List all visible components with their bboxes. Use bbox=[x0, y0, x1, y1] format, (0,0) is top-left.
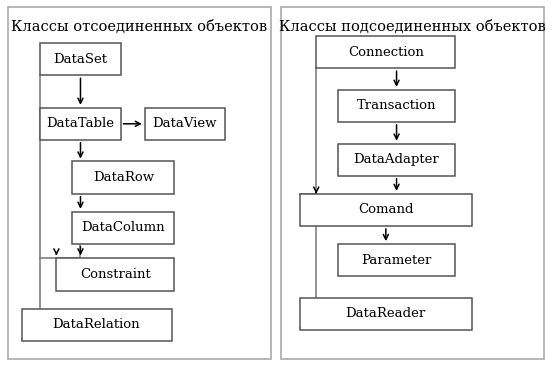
Text: Constraint: Constraint bbox=[80, 268, 151, 281]
FancyBboxPatch shape bbox=[72, 161, 174, 194]
Text: DataView: DataView bbox=[153, 117, 217, 130]
Text: DataRelation: DataRelation bbox=[53, 318, 140, 331]
Text: Comand: Comand bbox=[358, 203, 413, 216]
FancyBboxPatch shape bbox=[40, 43, 121, 75]
FancyBboxPatch shape bbox=[338, 90, 455, 122]
FancyBboxPatch shape bbox=[300, 194, 471, 226]
FancyBboxPatch shape bbox=[56, 258, 174, 291]
FancyBboxPatch shape bbox=[282, 7, 544, 359]
Text: DataSet: DataSet bbox=[54, 53, 108, 66]
FancyBboxPatch shape bbox=[145, 108, 225, 140]
Text: Parameter: Parameter bbox=[362, 254, 432, 266]
FancyBboxPatch shape bbox=[338, 244, 455, 276]
Text: Классы отсоединенных объектов: Классы отсоединенных объектов bbox=[12, 20, 267, 34]
FancyBboxPatch shape bbox=[40, 108, 121, 140]
Text: Классы подсоединенных объектов: Классы подсоединенных объектов bbox=[279, 20, 546, 34]
FancyBboxPatch shape bbox=[72, 212, 174, 244]
FancyBboxPatch shape bbox=[22, 309, 172, 341]
FancyBboxPatch shape bbox=[8, 7, 270, 359]
Text: Connection: Connection bbox=[348, 46, 424, 59]
Text: DataReader: DataReader bbox=[346, 307, 426, 320]
Text: DataAdapter: DataAdapter bbox=[354, 153, 439, 166]
Text: Transaction: Transaction bbox=[357, 100, 436, 112]
FancyBboxPatch shape bbox=[338, 143, 455, 176]
Text: DataTable: DataTable bbox=[46, 117, 114, 130]
FancyBboxPatch shape bbox=[300, 298, 471, 330]
Text: DataRow: DataRow bbox=[93, 171, 154, 184]
FancyBboxPatch shape bbox=[316, 36, 455, 68]
Text: DataColumn: DataColumn bbox=[82, 221, 165, 234]
